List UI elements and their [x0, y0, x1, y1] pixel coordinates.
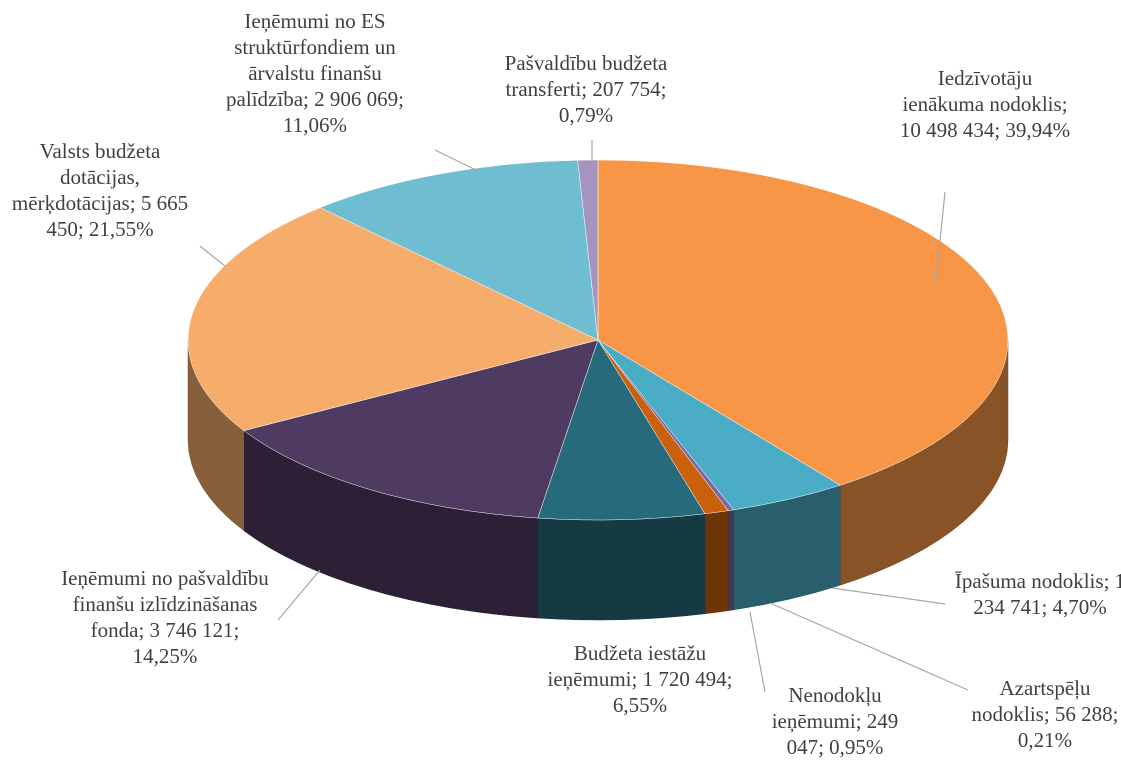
label-part: ; [233, 618, 240, 642]
label-part: ; [855, 709, 867, 733]
label-part: ; [581, 77, 593, 101]
label-part: Valsts budžeta dotācijas, mērķdotācijas [11, 139, 161, 215]
label-part: ; [303, 87, 315, 111]
slice [537, 339, 706, 521]
label-part: ; [77, 217, 89, 241]
label-part: ; [1103, 569, 1115, 593]
leader-line [277, 569, 321, 621]
label-part: 14,25% [132, 644, 198, 668]
slice [187, 207, 599, 431]
label-part: ; [631, 667, 643, 691]
label-part: 2 906 069 [314, 87, 399, 111]
slice-side [537, 513, 706, 621]
label-part: 5 665 450 [46, 191, 189, 241]
slice-side [728, 509, 734, 611]
label-part: 21,55% [88, 217, 154, 241]
label-part: ; [994, 118, 1006, 142]
label-part: ; [660, 77, 667, 101]
label-part: 39,94% [1005, 118, 1071, 142]
data-label: Nenodokļu ieņēmumi; 249 047; 0,95% [760, 682, 910, 760]
label-part: ; [1061, 92, 1068, 116]
data-label: Valsts budžeta dotācijas, mērķdotācijas;… [3, 138, 198, 242]
label-part: Īpašuma nodoklis [954, 569, 1104, 593]
label-part: ; [818, 735, 830, 759]
label-part: Ieņēmumi no pašvaldību finanšu izlīdzinā… [61, 566, 269, 642]
slice [243, 339, 599, 519]
leader-line [749, 611, 766, 693]
slice [597, 159, 1009, 486]
label-part: Azartspēļu nodoklis [971, 676, 1091, 726]
slice-side [704, 510, 729, 615]
label-part: 0,79% [558, 103, 614, 127]
label-part: 1 234 741 [973, 569, 1121, 619]
data-label: Īpašuma nodoklis; 1 234 741; 4,70% [945, 568, 1121, 620]
leader-line [434, 149, 481, 173]
label-part: ; [1041, 595, 1053, 619]
data-label: Iedzīvotāju ienākuma nodoklis; 10 498 43… [898, 65, 1073, 143]
data-label: Ieņēmumi no pašvaldību finanšu izlīdzinā… [58, 565, 273, 669]
data-label: Budžeta iestāžu ieņēmumi; 1 720 494; 6,5… [545, 640, 735, 718]
label-part: 10 498 434 [899, 118, 995, 142]
data-label: Pašvaldību budžeta transferti; 207 754; … [486, 50, 686, 128]
data-label: Ieņēmumi no ES struktūrfondiem un ārvals… [215, 8, 415, 138]
leader-line [769, 602, 969, 691]
label-part: Nenodokļu ieņēmumi [771, 683, 882, 733]
label-part: 3 746 121 [149, 618, 234, 642]
label-part: 249 047 [786, 709, 899, 759]
label-part: Ieņēmumi no ES struktūrfondiem un ārvals… [226, 9, 396, 111]
label-part: 207 754 [592, 77, 661, 101]
label-part: 56 288 [1054, 702, 1113, 726]
label-part: 0,95% [829, 735, 884, 759]
leader-line [831, 587, 946, 605]
label-part: ; [1043, 702, 1055, 726]
label-part: 4,70% [1052, 595, 1107, 619]
leader-line [934, 191, 946, 291]
data-label: Azartspēļu nodoklis; 56 288; 0,21% [965, 675, 1121, 753]
label-part: 1 720 494 [642, 667, 727, 691]
label-part: 6,55% [612, 693, 668, 717]
label-part: ; [398, 87, 404, 111]
label-part: Budžeta iestāžu ieņēmumi [547, 641, 707, 691]
slice [577, 159, 599, 341]
label-part: ; [726, 667, 733, 691]
label-part: Iedzīvotāju ienākuma nodoklis [902, 66, 1062, 116]
label-part: 0,21% [1017, 728, 1073, 752]
label-part: ; [129, 191, 141, 215]
label-part: ; [1112, 702, 1119, 726]
label-part: ; [138, 618, 150, 642]
leader-line [199, 245, 226, 267]
label-part: 11,06% [283, 113, 347, 137]
slice [319, 159, 599, 341]
label-part: Pašvaldību budžeta transferti [504, 51, 668, 101]
